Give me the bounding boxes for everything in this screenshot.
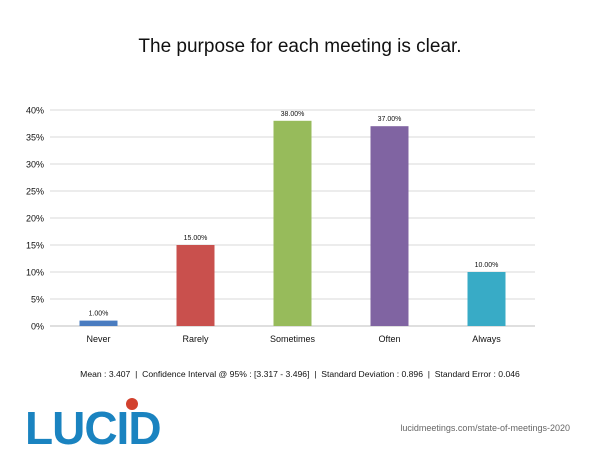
y-tick-label: 20%: [26, 214, 44, 224]
x-tick-label: Sometimes: [270, 334, 316, 344]
y-tick-label: 0%: [31, 322, 44, 332]
y-tick-label: 10%: [26, 268, 44, 278]
source-credit: lucidmeetings.com/state-of-meetings-2020: [400, 423, 570, 433]
data-label: 38.00%: [281, 111, 305, 118]
bar-often: [370, 126, 409, 326]
y-tick-label: 35%: [26, 133, 44, 143]
x-tick-label: Never: [86, 334, 110, 344]
lucid-logo: LUCID: [25, 398, 160, 450]
bars: [79, 120, 506, 326]
data-label: 15.00%: [184, 235, 208, 242]
data-label: 37.00%: [378, 116, 402, 123]
bar-always: [467, 272, 506, 326]
x-tick-label: Rarely: [182, 334, 209, 344]
y-tick-label: 40%: [26, 106, 44, 116]
bar-sometimes: [273, 120, 312, 326]
x-tick-label: Always: [472, 334, 501, 344]
bar-rarely: [176, 245, 215, 326]
y-axis-ticks: 0% 5% 10% 15% 20% 25% 30% 35% 40%: [26, 106, 44, 332]
x-tick-label: Often: [378, 334, 400, 344]
x-axis-ticks: Never Rarely Sometimes Often Always: [86, 334, 501, 344]
y-tick-label: 30%: [26, 160, 44, 170]
logo-dot: [126, 398, 138, 410]
y-tick-label: 15%: [26, 241, 44, 251]
data-label: 10.00%: [475, 262, 499, 269]
bar-chart: 0% 5% 10% 15% 20% 25% 30% 35% 40% 1.00% 15.00% 38.…: [26, 106, 535, 344]
y-tick-label: 5%: [31, 295, 44, 305]
y-tick-label: 25%: [26, 187, 44, 197]
data-labels: 1.00% 15.00% 38.00% 37.00% 10.00%: [89, 111, 499, 318]
bar-never: [79, 320, 118, 326]
data-label: 1.00%: [89, 311, 109, 318]
logo-text: LUCID: [25, 402, 160, 450]
chart-title: The purpose for each meeting is clear.: [138, 36, 462, 57]
statistics-summary: Mean : 3.407 | Confidence Interval @ 95%…: [80, 369, 520, 379]
